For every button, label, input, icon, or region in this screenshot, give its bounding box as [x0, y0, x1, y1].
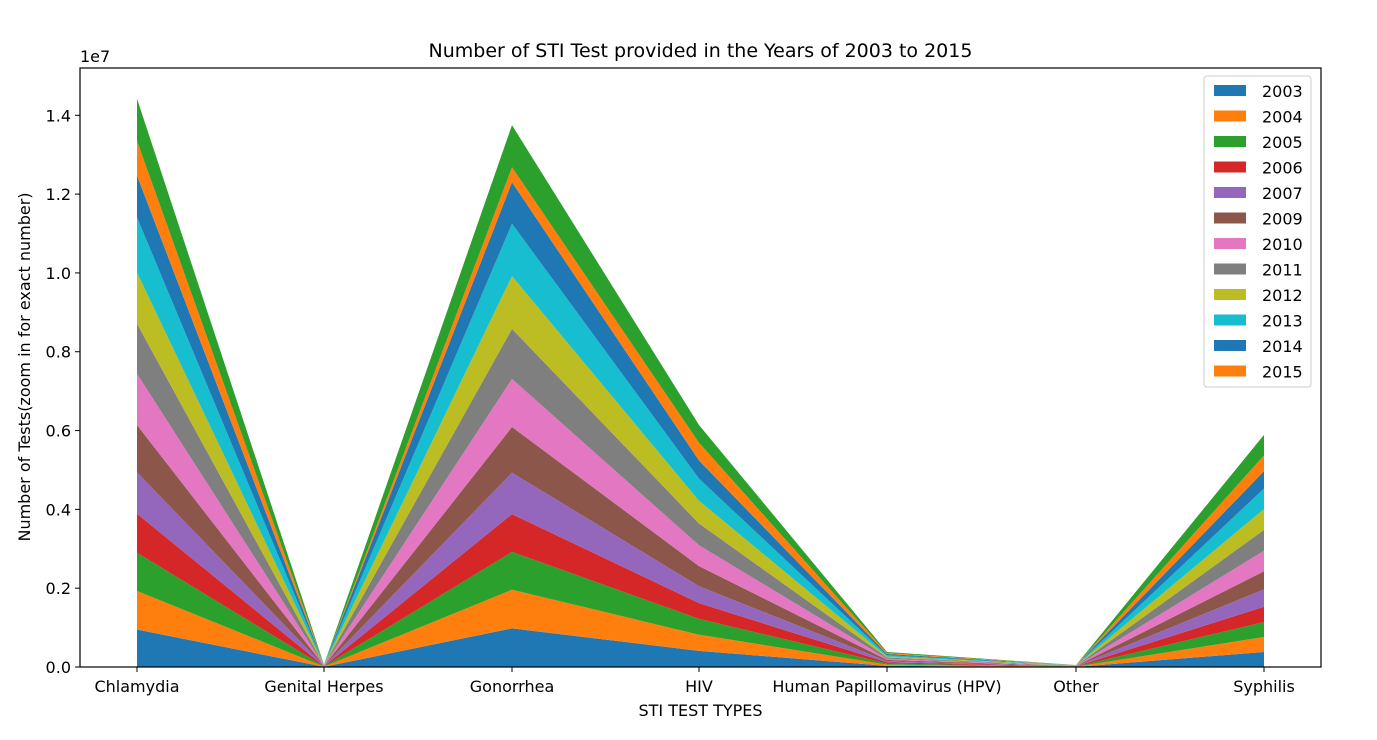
area-series-2003 — [137, 628, 1264, 667]
x-tick-label: Genital Herpes — [264, 677, 383, 696]
y-tick-label: 0.4 — [46, 500, 71, 519]
legend-swatch — [1214, 263, 1246, 275]
x-tick-label: HIV — [685, 677, 713, 696]
legend-frame — [1203, 75, 1312, 388]
legend-label: 2007 — [1262, 184, 1303, 203]
x-tick-label: Syphilis — [1233, 677, 1295, 696]
legend-swatch — [1214, 340, 1246, 351]
x-tick-label: Human Papillomavirus (HPV) — [772, 677, 1001, 696]
y-tick-label: 0.8 — [46, 343, 71, 362]
legend-swatch — [1214, 110, 1246, 122]
y-tick-label: 0.2 — [46, 579, 71, 598]
legend-swatch — [1214, 238, 1246, 249]
area-layers — [137, 98, 1264, 667]
y-tick-label: 1.4 — [46, 106, 71, 125]
y-axis-offset-label: 1e7 — [80, 47, 110, 66]
y-tick-label: 1.0 — [46, 264, 71, 283]
x-tick-label: Chlamydia — [94, 677, 179, 696]
y-axis: 0.0 0.2 0.4 0.6 0.8 1.0 1.2 1.4 — [46, 106, 80, 677]
legend-label: 2009 — [1262, 210, 1303, 229]
legend-label: 2004 — [1262, 108, 1303, 127]
legend-swatch — [1214, 365, 1246, 377]
y-tick-label: 0.0 — [46, 658, 71, 677]
legend-label: 2011 — [1262, 261, 1303, 280]
y-tick-label: 0.6 — [46, 422, 71, 441]
legend-swatch — [1214, 136, 1246, 147]
y-axis-label: Number of Tests(zoom in for exact number… — [15, 192, 34, 541]
legend-label: 2006 — [1262, 159, 1303, 178]
legend-label: 2014 — [1262, 337, 1303, 356]
legend-label: 2012 — [1262, 286, 1303, 305]
legend-swatch — [1214, 289, 1246, 300]
x-axis: Chlamydia Genital Herpes Gonorrhea HIV Human… — [94, 667, 1295, 696]
x-tick-label: Gonorrhea — [470, 677, 555, 696]
y-tick-label: 1.2 — [46, 185, 71, 204]
legend-swatch — [1214, 314, 1246, 326]
x-axis-label: STI TEST TYPES — [638, 701, 762, 720]
legend-label: 2015 — [1262, 363, 1303, 382]
legend-label: 2003 — [1262, 82, 1303, 101]
plot-frame — [79, 67, 1322, 668]
legend-swatch — [1214, 187, 1246, 198]
legend-label: 2010 — [1262, 235, 1303, 254]
legend-label: 2013 — [1262, 312, 1303, 331]
legend-swatch — [1214, 212, 1246, 224]
legend-swatch — [1214, 85, 1246, 96]
chart-title: Number of STI Test provided in the Years… — [429, 40, 973, 62]
legend-swatch — [1214, 161, 1246, 173]
legend-label: 2005 — [1262, 133, 1303, 152]
area-series-2004 — [137, 589, 1264, 667]
legend: 2003 2004 2005 2006 2007 2009 2010 2011 2012 2013… — [1203, 75, 1312, 388]
x-tick-label: Other — [1053, 677, 1099, 696]
